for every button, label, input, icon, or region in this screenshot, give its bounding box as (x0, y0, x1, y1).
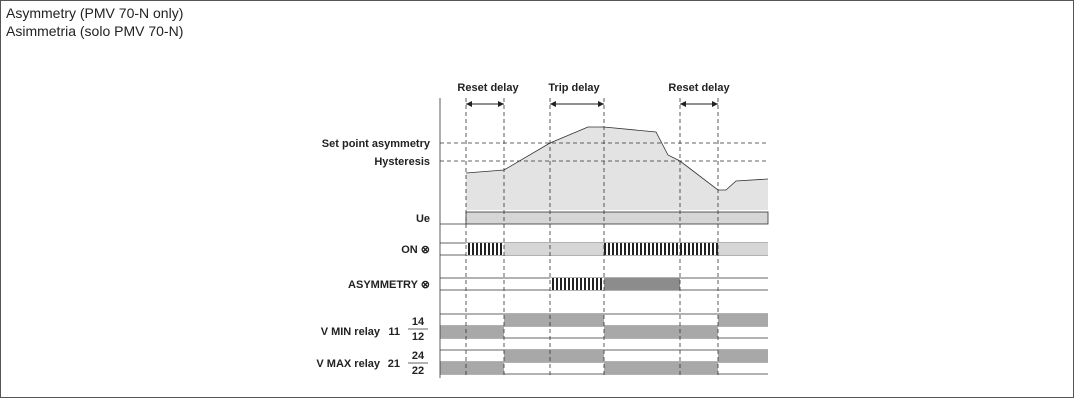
on-steady (718, 243, 768, 255)
relay-nc: 22 (412, 365, 424, 377)
relay-nc: 12 (412, 331, 424, 343)
delay-label: Reset delay (457, 82, 519, 94)
vmax-relay (440, 349, 768, 375)
ue-bar (465, 211, 769, 225)
row-label: ASYMMETRY ⊗ (348, 279, 430, 291)
delay-label: Trip delay (548, 82, 600, 94)
level-label: Set point asymmetry (322, 138, 431, 150)
on-blink (604, 243, 718, 255)
time-markers (465, 98, 719, 378)
relay-no: 14 (412, 316, 425, 328)
delay-label: Reset delay (668, 82, 730, 94)
asym-steady (604, 278, 680, 290)
on-blink (466, 243, 504, 255)
relay-label: V MAX relay (316, 358, 380, 370)
subtitle: Asimmetria (solo PMV 70-N) (6, 23, 183, 39)
vmin-relay (440, 313, 768, 339)
delay-arrows (466, 101, 718, 107)
relay-no: 24 (412, 350, 425, 362)
asym-blink (550, 278, 604, 290)
title: Asymmetry (PMV 70-N only) (6, 5, 183, 21)
on-steady (504, 243, 604, 255)
row-label: ON ⊗ (401, 244, 430, 256)
level-label: Hysteresis (374, 156, 430, 168)
curve (465, 126, 769, 191)
curve-area (466, 127, 768, 210)
relay-common: 11 (388, 326, 400, 338)
relay-label: V MIN relay (321, 326, 381, 338)
row-label: Ue (416, 213, 430, 225)
relay-common: 21 (388, 358, 400, 370)
